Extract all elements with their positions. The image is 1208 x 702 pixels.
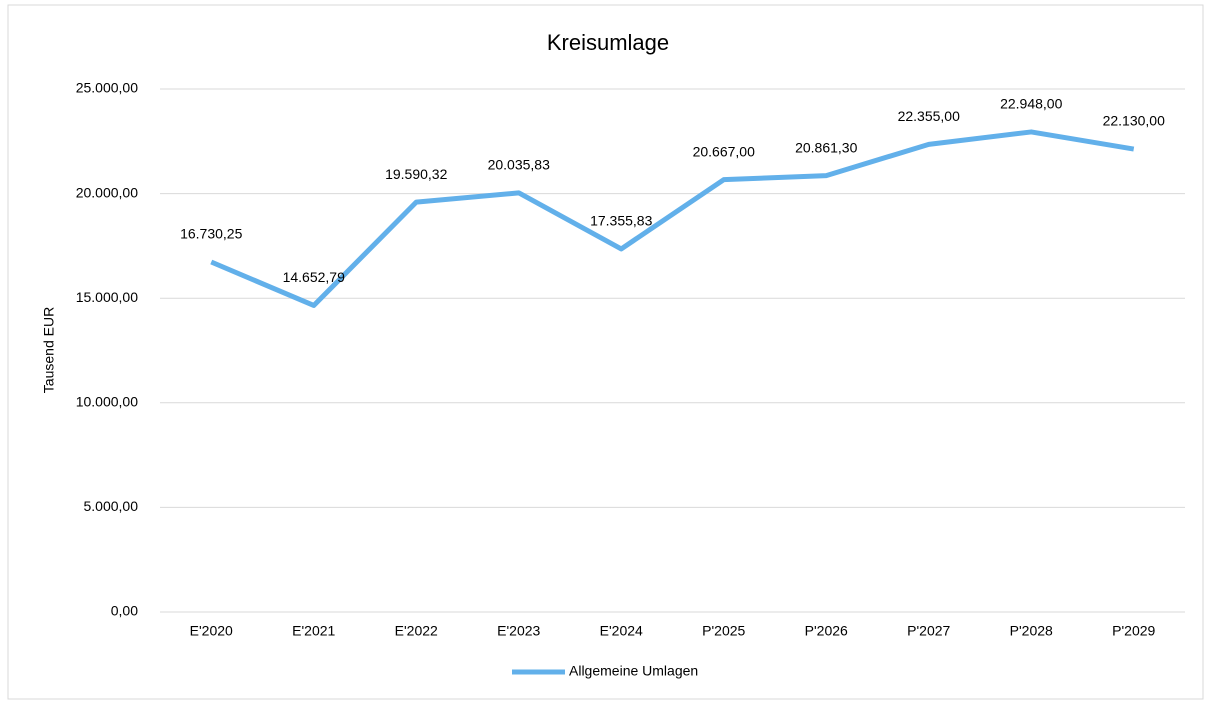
y-tick-label: 10.000,00 — [76, 394, 138, 410]
y-tick-label: 0,00 — [111, 603, 138, 619]
data-label: 20.667,00 — [693, 143, 755, 159]
legend-label: Allgemeine Umlagen — [569, 663, 698, 679]
x-tick-label: P'2028 — [1010, 623, 1053, 639]
x-tick-label: P'2027 — [907, 623, 950, 639]
x-tick-label: P'2029 — [1112, 623, 1155, 639]
y-tick-label: 5.000,00 — [84, 498, 139, 514]
x-tick-label: E'2022 — [395, 623, 438, 639]
x-tick-label: E'2024 — [600, 623, 643, 639]
y-axis-label: Tausend EUR — [41, 307, 57, 393]
x-tick-label: E'2020 — [190, 623, 233, 639]
data-label: 20.035,83 — [488, 157, 550, 173]
chart-border — [7, 4, 1204, 700]
data-line — [210, 129, 1135, 308]
data-label: 14.652,79 — [283, 269, 345, 285]
data-label: 22.948,00 — [1000, 96, 1062, 112]
data-label: 20.861,30 — [795, 139, 857, 155]
y-tick-label: 20.000,00 — [76, 184, 138, 200]
data-label: 19.590,32 — [385, 166, 447, 182]
chart-title: Kreisumlage — [547, 30, 669, 55]
data-label: 16.730,25 — [180, 226, 242, 242]
y-tick-label: 25.000,00 — [76, 80, 138, 96]
x-tick-label: P'2025 — [702, 623, 745, 639]
data-label: 22.355,00 — [898, 108, 960, 124]
x-tick-label: P'2026 — [805, 623, 848, 639]
x-tick-label: E'2021 — [292, 623, 335, 639]
data-label: 22.130,00 — [1103, 113, 1165, 129]
data-label: 17.355,83 — [590, 213, 652, 229]
y-tick-label: 15.000,00 — [76, 289, 138, 305]
x-tick-label: E'2023 — [497, 623, 540, 639]
